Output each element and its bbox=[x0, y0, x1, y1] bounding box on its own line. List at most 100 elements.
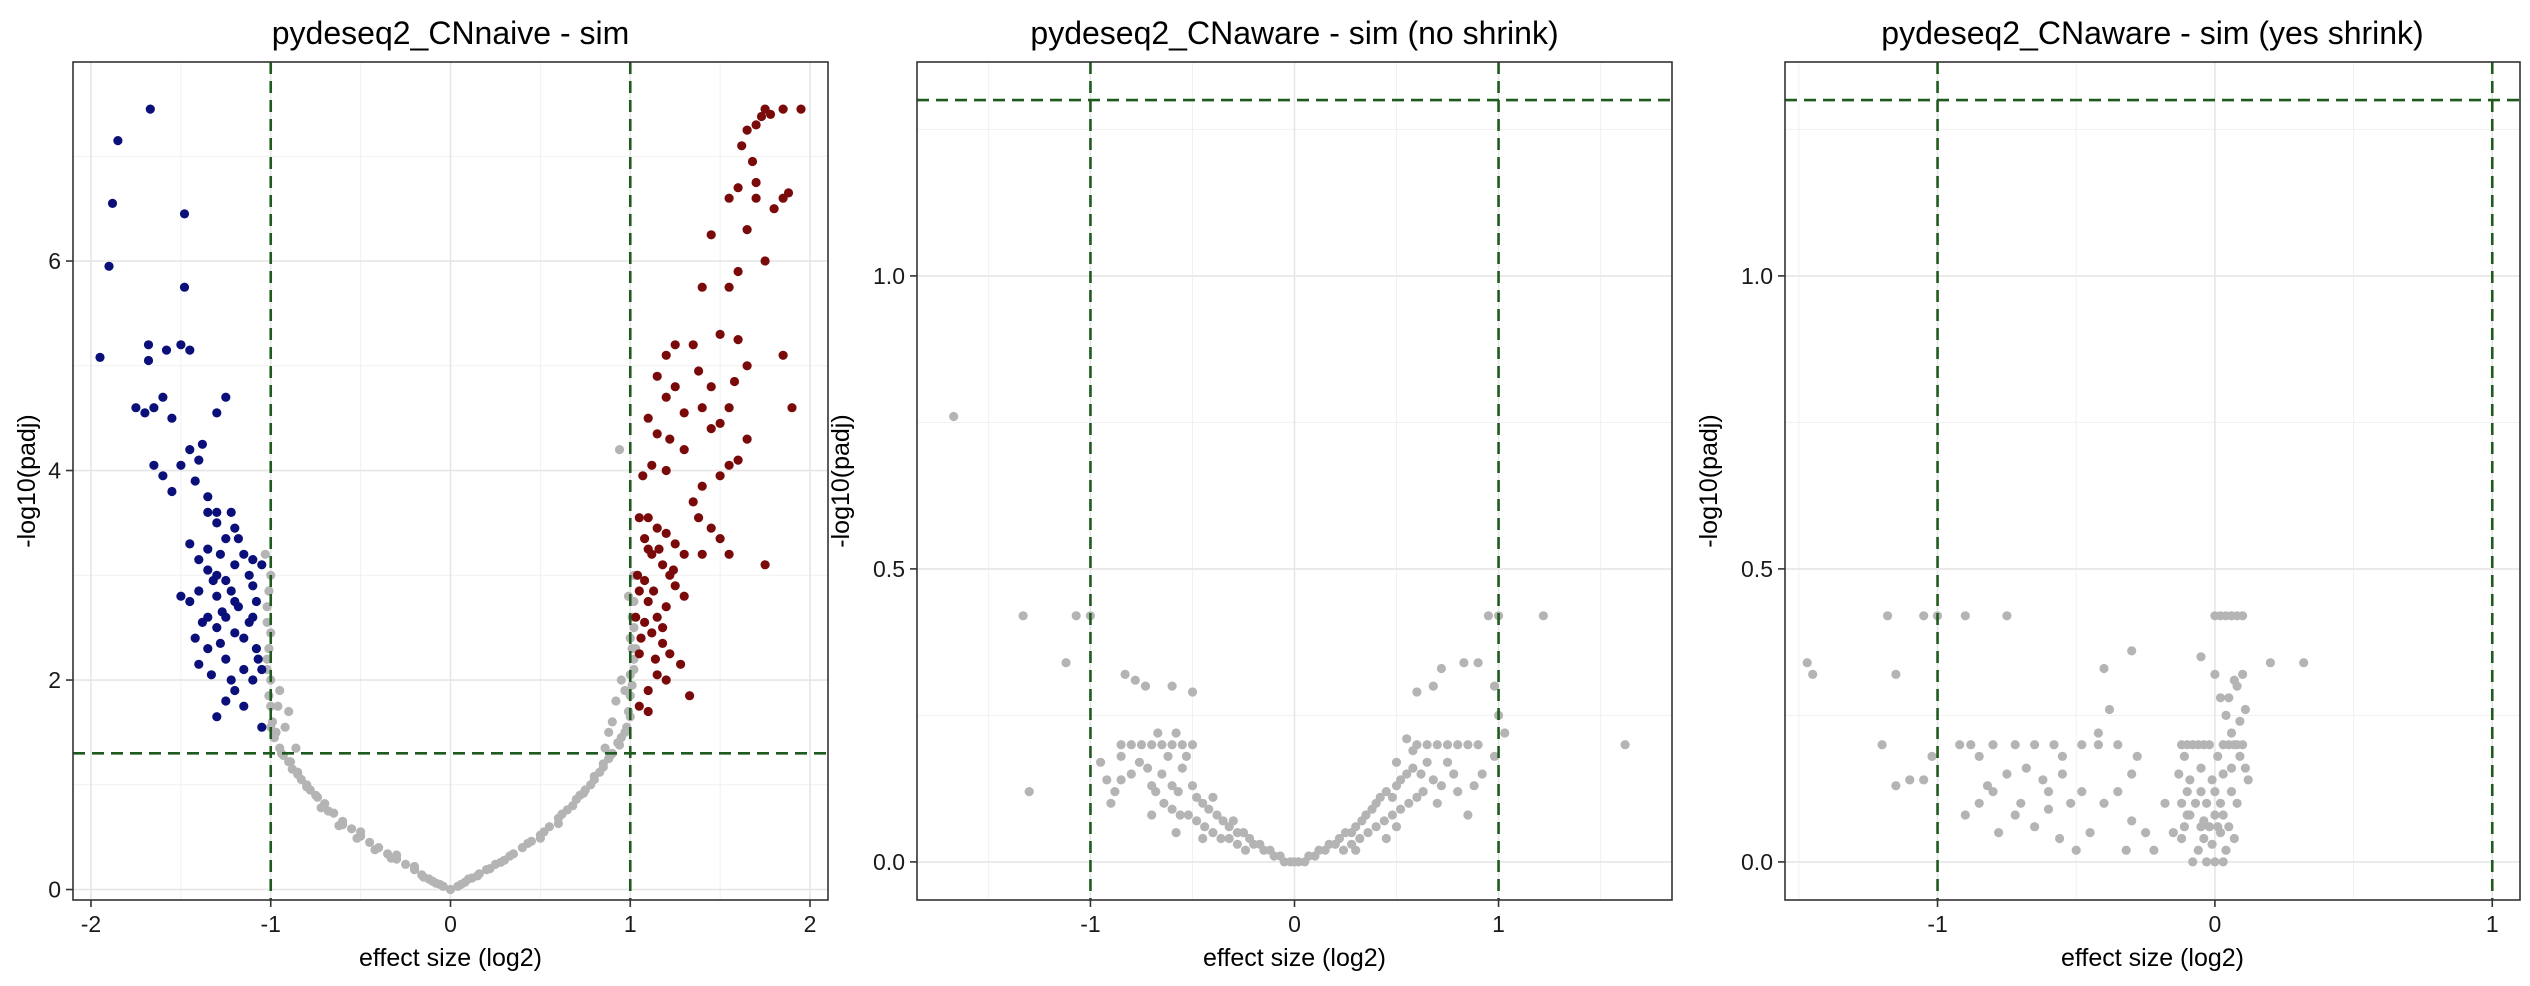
point-nonsignificant bbox=[2218, 740, 2228, 750]
point-nonsignificant bbox=[604, 727, 614, 738]
point-nonsignificant bbox=[2085, 828, 2095, 838]
point-up bbox=[649, 586, 659, 596]
point-up bbox=[643, 685, 653, 696]
point-up bbox=[733, 335, 743, 345]
y-axis-title: -log10(padj) bbox=[13, 414, 41, 547]
point-nonsignificant bbox=[1982, 781, 1993, 791]
point-down bbox=[203, 544, 213, 554]
point-nonsignificant bbox=[2229, 740, 2239, 750]
point-nonsignificant bbox=[2190, 798, 2201, 808]
point-nonsignificant bbox=[1140, 681, 1151, 691]
point-nonsignificant bbox=[2240, 763, 2250, 773]
point-nonsignificant bbox=[568, 801, 578, 811]
point-nonsignificant bbox=[2202, 798, 2212, 808]
point-up bbox=[778, 104, 788, 114]
point-down bbox=[194, 455, 204, 465]
point-nonsignificant bbox=[1208, 828, 1218, 838]
point-down bbox=[221, 654, 231, 664]
point-up bbox=[685, 691, 695, 701]
point-nonsignificant bbox=[1212, 810, 1222, 820]
point-up bbox=[742, 361, 752, 371]
point-nonsignificant bbox=[1351, 822, 1361, 832]
point-nonsignificant bbox=[2057, 769, 2067, 779]
point-nonsignificant bbox=[2215, 798, 2226, 808]
point-up bbox=[670, 340, 680, 350]
point-up bbox=[668, 565, 679, 575]
point-nonsignificant bbox=[1422, 757, 1432, 767]
point-nonsignificant bbox=[2235, 751, 2245, 762]
point-down bbox=[158, 471, 168, 481]
point-nonsignificant bbox=[1136, 740, 1147, 750]
point-nonsignificant bbox=[2132, 751, 2142, 762]
point-nonsignificant bbox=[2213, 822, 2223, 832]
point-nonsignificant bbox=[1147, 740, 1157, 750]
point-nonsignificant bbox=[1994, 828, 2004, 838]
point-nonsignificant bbox=[1163, 751, 1173, 762]
point-nonsignificant bbox=[1171, 728, 1181, 738]
x-tick-label: -2 bbox=[81, 911, 101, 937]
point-nonsignificant bbox=[2226, 728, 2237, 738]
point-nonsignificant bbox=[435, 879, 445, 889]
point-up bbox=[688, 340, 698, 350]
point-nonsignificant bbox=[1102, 775, 1112, 785]
point-nonsignificant bbox=[266, 701, 276, 711]
point-up bbox=[670, 539, 680, 549]
point-nonsignificant bbox=[1483, 611, 1493, 621]
point-nonsignificant bbox=[607, 717, 617, 727]
point-down bbox=[221, 392, 231, 402]
point-nonsignificant bbox=[2210, 857, 2220, 867]
point-up bbox=[658, 560, 668, 570]
point-nonsignificant bbox=[1375, 792, 1385, 803]
point-up bbox=[733, 183, 743, 193]
panel-title: pydeseq2_CNnaive - sim bbox=[272, 15, 630, 51]
point-nonsignificant bbox=[1355, 833, 1365, 844]
point-nonsignificant bbox=[2141, 828, 2151, 838]
point-up bbox=[679, 549, 689, 559]
point-up bbox=[634, 649, 644, 659]
point-nonsignificant bbox=[401, 859, 411, 870]
point-nonsignificant bbox=[2077, 740, 2087, 750]
point-nonsignificant bbox=[557, 809, 567, 819]
point-nonsignificant bbox=[1408, 763, 1418, 773]
y-tick-label: 4 bbox=[48, 458, 61, 484]
point-nonsignificant bbox=[1412, 792, 1422, 803]
point-nonsignificant bbox=[589, 771, 599, 782]
point-nonsignificant bbox=[1126, 769, 1136, 779]
point-up bbox=[661, 350, 671, 360]
x-tick-label: -1 bbox=[1927, 911, 1947, 937]
point-nonsignificant bbox=[1418, 787, 1428, 797]
point-down bbox=[104, 261, 114, 271]
point-nonsignificant bbox=[1428, 775, 1438, 785]
point-nonsignificant bbox=[505, 851, 515, 861]
point-nonsignificant bbox=[2218, 857, 2228, 867]
point-nonsignificant bbox=[1024, 787, 1034, 797]
point-up bbox=[643, 596, 653, 607]
point-nonsignificant bbox=[586, 780, 596, 790]
point-nonsignificant bbox=[1442, 757, 1453, 767]
point-nonsignificant bbox=[1096, 757, 1106, 767]
point-nonsignificant bbox=[1200, 822, 1210, 832]
point-nonsignificant bbox=[2002, 611, 2012, 621]
point-down bbox=[113, 136, 123, 146]
point-down bbox=[95, 352, 105, 362]
point-down bbox=[203, 644, 213, 654]
point-nonsignificant bbox=[623, 706, 634, 717]
point-nonsignificant bbox=[262, 602, 272, 612]
point-up bbox=[733, 455, 743, 465]
point-down bbox=[226, 507, 236, 517]
y-tick-label: 6 bbox=[48, 248, 61, 274]
point-nonsignificant bbox=[2002, 769, 2012, 779]
point-up bbox=[679, 408, 689, 418]
point-up bbox=[647, 460, 657, 470]
point-up bbox=[697, 549, 707, 559]
point-up bbox=[715, 418, 725, 428]
point-nonsignificant bbox=[627, 680, 637, 690]
point-up bbox=[724, 282, 734, 292]
point-nonsignificant bbox=[2193, 845, 2203, 855]
x-tick-label: 0 bbox=[1288, 911, 1301, 937]
point-nonsignificant bbox=[1404, 798, 1414, 808]
y-axis-title: -log10(padj) bbox=[827, 414, 855, 547]
point-nonsignificant bbox=[2185, 775, 2195, 785]
point-down bbox=[239, 701, 249, 711]
point-nonsignificant bbox=[2127, 769, 2137, 779]
